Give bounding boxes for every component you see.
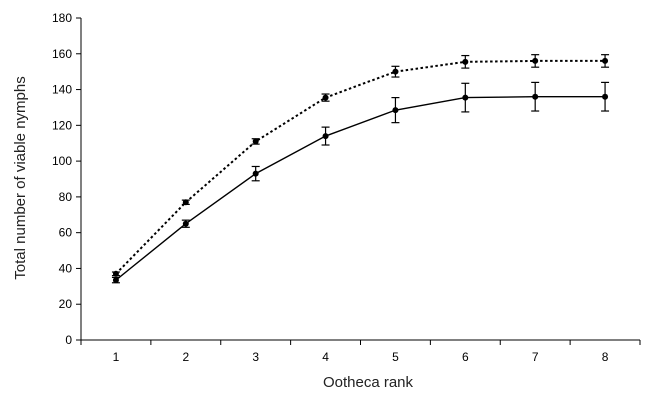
x-tick-label: 8 <box>602 350 609 364</box>
series-layer <box>111 54 610 284</box>
x-tick-label: 3 <box>252 350 259 364</box>
data-point <box>112 270 119 277</box>
data-point <box>392 68 399 75</box>
x-tick-label: 4 <box>322 350 329 364</box>
x-tick-label: 2 <box>182 350 189 364</box>
data-point <box>602 57 609 64</box>
series-dotted <box>111 54 610 277</box>
y-tick-label: 80 <box>59 190 73 204</box>
y-axis-label: Total number of viable nymphs <box>12 76 29 279</box>
y-tick-label: 20 <box>59 297 73 311</box>
data-point <box>532 57 539 64</box>
axes: 0 20 40 60 80 100 120 140 160 180 1 2 3 4 5 6 7 8 <box>52 11 641 364</box>
data-point <box>532 93 539 100</box>
series-solid <box>111 81 610 284</box>
data-point <box>392 107 399 114</box>
data-point <box>252 138 259 145</box>
y-tick-label: 40 <box>59 261 73 275</box>
y-tick-label: 120 <box>52 118 72 132</box>
data-point <box>182 220 189 227</box>
data-point <box>112 277 119 284</box>
y-tick-label: 160 <box>52 47 72 61</box>
series-line <box>115 96 606 281</box>
x-tick-label: 1 <box>113 350 120 364</box>
y-tick-label: 60 <box>59 226 73 240</box>
data-point <box>462 58 469 65</box>
data-point <box>322 133 329 140</box>
y-tick-label: 140 <box>52 83 72 97</box>
y-tick-label: 0 <box>65 333 72 347</box>
data-point <box>322 94 329 101</box>
data-point <box>182 199 189 206</box>
data-point <box>602 93 609 100</box>
data-point <box>462 94 469 101</box>
x-tick-label: 7 <box>532 350 539 364</box>
x-tick-label: 6 <box>462 350 469 364</box>
data-point <box>252 170 259 177</box>
series-line <box>115 59 606 275</box>
y-tick-label: 100 <box>52 154 72 168</box>
x-tick-label: 5 <box>392 350 399 364</box>
y-tick-label: 180 <box>52 11 72 25</box>
x-axis-label: Ootheca rank <box>323 374 414 391</box>
